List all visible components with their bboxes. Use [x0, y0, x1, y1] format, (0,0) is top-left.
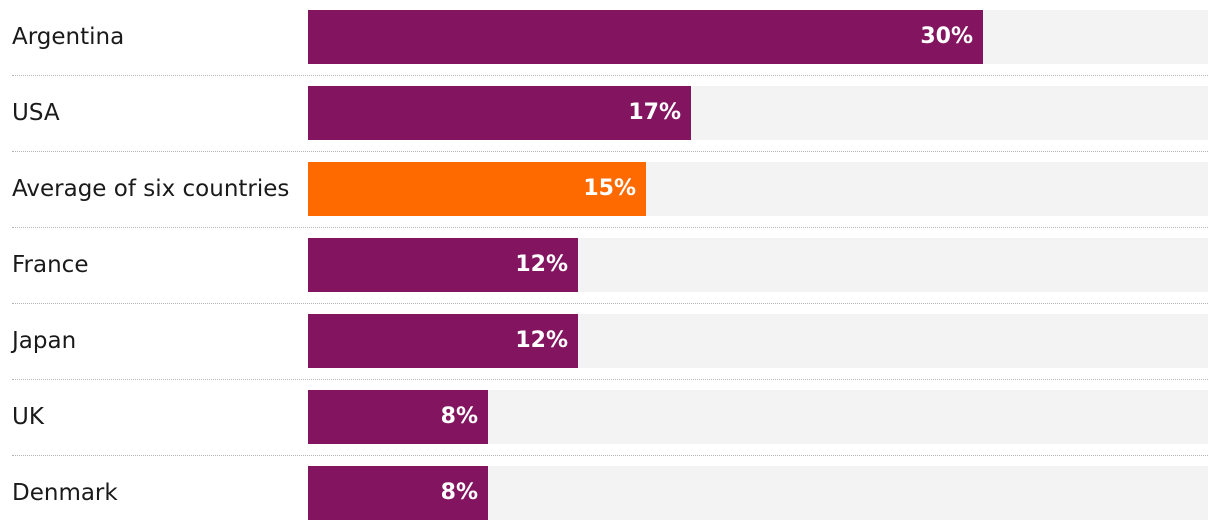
bar-row: France 12%: [0, 238, 1208, 292]
category-label: USA: [12, 100, 60, 126]
bar: 8%: [308, 466, 488, 520]
data-label: 12%: [515, 328, 568, 353]
bar-track: 15%: [308, 162, 1208, 216]
bar-row: Japan 12%: [0, 314, 1208, 368]
row-divider: [12, 151, 1208, 152]
category-label: Average of six countries: [12, 176, 290, 202]
category-label: Denmark: [12, 480, 118, 506]
bar-row: Denmark 8%: [0, 466, 1208, 520]
bar: 12%: [308, 314, 578, 368]
category-label: Japan: [12, 328, 77, 354]
bar-row: UK 8%: [0, 390, 1208, 444]
bar-track: 12%: [308, 314, 1208, 368]
row-divider: [12, 379, 1208, 380]
row-divider: [12, 227, 1208, 228]
bar-row: USA 17%: [0, 86, 1208, 140]
bar: 12%: [308, 238, 578, 292]
bar: 17%: [308, 86, 691, 140]
data-label: 17%: [628, 100, 681, 125]
data-label: 12%: [515, 252, 568, 277]
row-divider: [12, 75, 1208, 76]
row-divider: [12, 303, 1208, 304]
data-label: 30%: [920, 24, 973, 49]
bar-track: 12%: [308, 238, 1208, 292]
bar-row: Argentina 30%: [0, 10, 1208, 64]
category-label: Argentina: [12, 24, 125, 50]
bar-track: 30%: [308, 10, 1208, 64]
bar-row: Average of six countries 15%: [0, 162, 1208, 216]
bar: 15%: [308, 162, 646, 216]
row-divider: [12, 455, 1208, 456]
data-label: 15%: [583, 176, 636, 201]
bar-track: 8%: [308, 466, 1208, 520]
bar-track: 8%: [308, 390, 1208, 444]
category-label: UK: [12, 404, 44, 430]
bar: 8%: [308, 390, 488, 444]
data-label: 8%: [440, 480, 478, 505]
bar-track: 17%: [308, 86, 1208, 140]
data-label: 8%: [440, 404, 478, 429]
category-label: France: [12, 252, 89, 278]
bar: 30%: [308, 10, 983, 64]
